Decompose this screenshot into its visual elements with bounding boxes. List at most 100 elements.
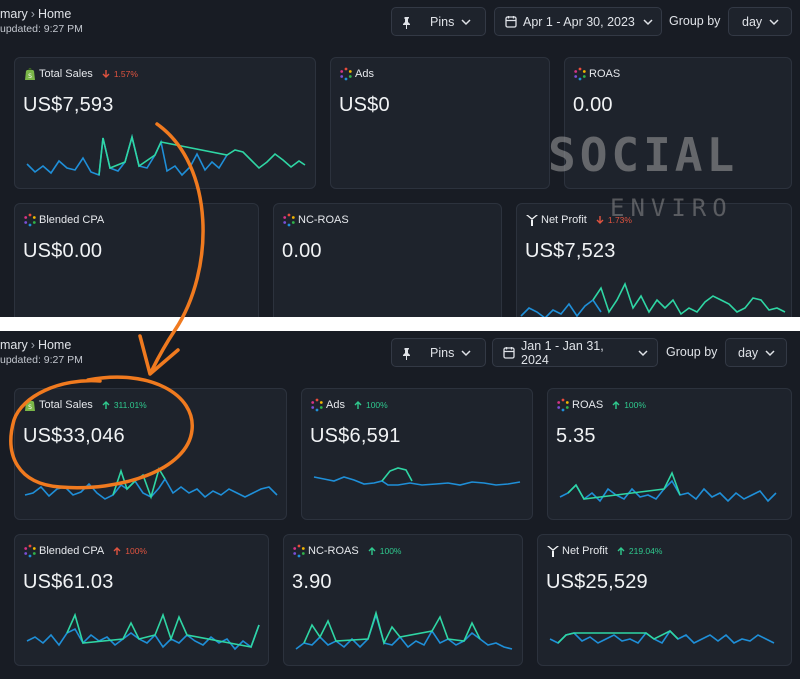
ads-card[interactable]: Ads 100% US$6,591	[301, 388, 533, 520]
date-range-picker[interactable]: Jan 1 - Jan 31, 2024	[492, 338, 658, 367]
chevron-down-icon	[461, 349, 471, 356]
blended-cpa-title: Blended CPA	[39, 545, 105, 557]
roas-sparkline	[559, 470, 777, 503]
delta-value: 100%	[379, 546, 402, 556]
chevron-down-icon	[765, 349, 775, 356]
blended-cpa-card[interactable]: Blended CPA US$0.00	[14, 203, 259, 317]
net-profit-card[interactable]: Net Profit 1.73% US$7,523	[516, 203, 792, 317]
pins-button[interactable]: Pins	[391, 7, 486, 36]
date-range-label: Apr 1 - Apr 30, 2023	[523, 14, 635, 29]
ncroas-dots-icon	[283, 213, 295, 227]
roas-title: ROAS	[589, 68, 621, 80]
chevron-right-icon: ›	[30, 7, 35, 21]
card-title: Net Profit 219.04%	[562, 545, 662, 557]
breadcrumb-parent[interactable]: mary	[0, 338, 28, 352]
card-title: ROAS	[589, 68, 620, 80]
ads-value: US$6,591	[310, 425, 401, 447]
net-profit-icon	[526, 215, 538, 226]
card-title: Blended CPA 100%	[39, 545, 147, 557]
delta-badge: 100%	[353, 400, 388, 410]
svg-text:S: S	[28, 73, 32, 80]
top-screenshot: mary › Home updated: 9:27 PM Pins Apr 1 - …	[0, 0, 800, 317]
watermark-line2: ENVIRO	[610, 194, 733, 222]
roas-card[interactable]: ROAS 0.00	[564, 57, 792, 189]
arrow-up-icon	[612, 401, 620, 409]
pin-icon	[403, 16, 410, 29]
total-sales-card[interactable]: S Total Sales 311.01% US$33,046	[14, 388, 287, 520]
watermark-line1: SOCIAL	[548, 128, 739, 182]
blended-cpa-card[interactable]: Blended CPA 100% US$61.03	[14, 534, 269, 666]
delta-badge: 1.73%	[595, 215, 632, 225]
card-title: ROAS 100%	[572, 399, 646, 411]
card-title: NC-ROAS 100%	[308, 545, 401, 557]
ads-dots-icon	[311, 398, 323, 412]
net-profit-icon	[547, 546, 559, 557]
total-sales-card[interactable]: S Total Sales 1.57% US$7,593	[14, 57, 316, 189]
net-profit-title: Net Profit	[541, 214, 587, 226]
last-updated: updated: 9:27 PM	[0, 23, 83, 35]
ads-title: Ads	[326, 399, 345, 411]
bottom-screenshot: mary › Home updated: 9:27 PM Pins Jan 1 - …	[0, 331, 800, 679]
net-profit-sparkline	[520, 281, 786, 317]
roas-title: ROAS	[572, 399, 604, 411]
arrow-up-icon	[354, 401, 362, 409]
card-title: Total Sales 1.57%	[39, 68, 138, 80]
chevron-down-icon	[769, 18, 779, 25]
nc-roas-value: 3.90	[292, 571, 332, 593]
arrow-up-icon	[617, 547, 625, 555]
breadcrumb: mary › Home	[0, 7, 71, 21]
ads-dots-icon	[340, 67, 352, 81]
pins-label: Pins	[430, 345, 455, 360]
roas-dots-icon	[557, 398, 569, 412]
calendar-icon	[503, 346, 515, 359]
date-range-picker[interactable]: Apr 1 - Apr 30, 2023	[494, 7, 662, 36]
screenshot-divider	[0, 317, 800, 331]
shopify-icon: S	[25, 68, 35, 80]
group-by-select[interactable]: day	[728, 7, 792, 36]
ads-title: Ads	[355, 68, 374, 80]
ncroas-dots-icon	[293, 544, 305, 558]
ads-card[interactable]: Ads US$0	[330, 57, 550, 189]
ads-value: US$0	[339, 94, 390, 116]
breadcrumb-parent[interactable]: mary	[0, 7, 28, 21]
delta-value: 100%	[365, 400, 388, 410]
roas-card[interactable]: ROAS 100% 5.35	[547, 388, 792, 520]
arrow-up-icon	[113, 547, 121, 555]
group-by-value: day	[742, 14, 763, 29]
net-profit-sparkline	[549, 629, 775, 645]
arrow-up-icon	[368, 547, 376, 555]
nc-roas-card[interactable]: NC-ROAS 100% 3.90	[283, 534, 523, 666]
delta-value: 1.73%	[607, 215, 632, 225]
nc-roas-card[interactable]: NC-ROAS 0.00	[273, 203, 502, 317]
net-profit-value: US$25,529	[546, 571, 648, 593]
group-by-label: Group by	[666, 345, 718, 359]
net-profit-card[interactable]: Net Profit 219.04% US$25,529	[537, 534, 792, 666]
delta-badge: 100%	[112, 546, 147, 556]
roas-dots-icon	[574, 67, 586, 81]
chevron-down-icon	[461, 18, 471, 25]
total-sales-sparkline	[24, 467, 278, 500]
roas-value: 0.00	[573, 94, 613, 116]
delta-value: 100%	[624, 400, 646, 410]
delta-value: 100%	[125, 546, 147, 556]
total-sales-title: Total Sales	[39, 68, 93, 80]
arrow-down-icon	[102, 70, 110, 78]
card-title: Ads	[355, 68, 374, 80]
group-by-value: day	[738, 345, 759, 360]
group-by-select[interactable]: day	[725, 338, 787, 367]
chevron-down-icon	[638, 349, 648, 356]
watermark-logo: SOCIAL ENVIRO	[548, 128, 778, 228]
card-title: Blended CPA	[39, 214, 104, 226]
blended-cpa-value: US$0.00	[23, 240, 103, 262]
chevron-down-icon	[643, 18, 653, 25]
pins-button[interactable]: Pins	[391, 338, 486, 367]
breadcrumb: mary › Home	[0, 338, 71, 352]
date-range-label: Jan 1 - Jan 31, 2024	[521, 338, 604, 367]
delta-value: 219.04%	[628, 546, 663, 556]
net-profit-title: Net Profit	[562, 545, 608, 557]
net-profit-value: US$7,523	[525, 240, 616, 262]
nc-roas-title: NC-ROAS	[308, 545, 359, 557]
card-title: Ads 100%	[326, 399, 388, 411]
card-title: Net Profit 1.73%	[541, 214, 632, 226]
nc-roas-title: NC-ROAS	[298, 214, 349, 226]
